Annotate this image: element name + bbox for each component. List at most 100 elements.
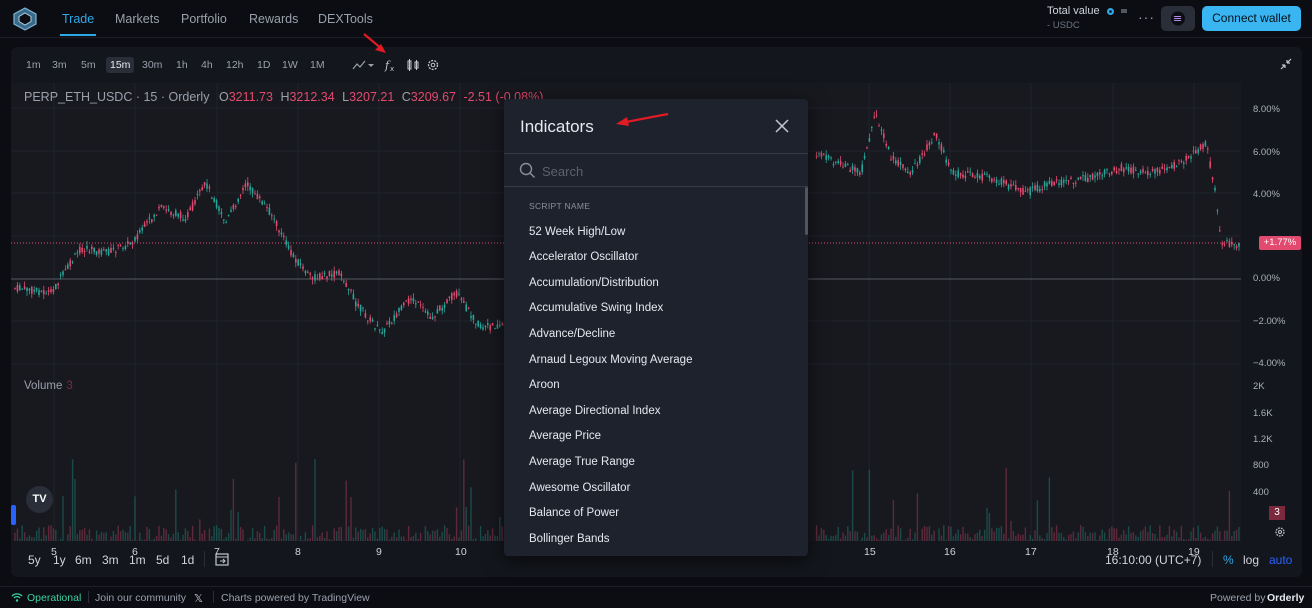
timeframe-12h[interactable]: 12h bbox=[226, 59, 244, 71]
settings-gear-icon[interactable] bbox=[425, 57, 441, 73]
candlestick-chart[interactable] bbox=[11, 83, 1241, 541]
chart-type-icon[interactable] bbox=[351, 57, 375, 73]
eye-icon[interactable] bbox=[1106, 7, 1115, 16]
volume-bar bbox=[1216, 526, 1219, 541]
swap-icon[interactable] bbox=[1120, 7, 1128, 15]
candle-body bbox=[331, 274, 333, 277]
indicator-item[interactable]: Accumulation/Distribution bbox=[529, 277, 659, 289]
range-1y[interactable]: 1y bbox=[53, 553, 66, 567]
nav-trade[interactable]: Trade bbox=[59, 12, 97, 36]
x-twitter-icon[interactable]: 𝕏 bbox=[194, 593, 203, 605]
nav-markets[interactable]: Markets bbox=[115, 12, 160, 26]
chain-selector-button[interactable] bbox=[1161, 6, 1195, 31]
collapse-icon[interactable] bbox=[1279, 57, 1293, 71]
volume-bar bbox=[1060, 533, 1063, 541]
time-axis[interactable]: 5 6 7 8 9 10 15 16 17 18 19 bbox=[11, 541, 1241, 563]
orderly-brand[interactable]: Orderly bbox=[1267, 592, 1305, 604]
timeframe-1M[interactable]: 1M bbox=[310, 59, 325, 71]
orderly-logo-icon[interactable] bbox=[12, 7, 38, 31]
timeframe-3m[interactable]: 3m bbox=[52, 59, 67, 71]
indicator-item[interactable]: Accumulative Swing Index bbox=[529, 302, 664, 314]
timeframe-4h[interactable]: 4h bbox=[201, 59, 213, 71]
volume-bar bbox=[467, 525, 470, 541]
candle-body bbox=[170, 211, 172, 215]
indicator-item[interactable]: Awesome Oscillator bbox=[529, 482, 631, 494]
volume-bar bbox=[52, 528, 55, 541]
chart-settings-icon[interactable] bbox=[1273, 525, 1287, 539]
indicator-item[interactable]: Balance of Power bbox=[529, 507, 620, 519]
nav-portfolio[interactable]: Portfolio bbox=[181, 12, 227, 26]
candle-body bbox=[1024, 190, 1027, 192]
volume-value: 3 bbox=[66, 380, 73, 392]
scrollbar[interactable] bbox=[805, 187, 808, 235]
log-toggle[interactable]: log bbox=[1243, 553, 1260, 567]
timeframe-5m[interactable]: 5m bbox=[81, 59, 96, 71]
volume-bar bbox=[475, 538, 477, 541]
timeframe-30m[interactable]: 30m bbox=[142, 59, 163, 71]
timeframe-15m[interactable]: 15m bbox=[106, 57, 135, 73]
indicator-item[interactable]: 52 Week High/Low bbox=[529, 226, 626, 238]
volume-bar bbox=[458, 537, 460, 541]
connect-wallet-button[interactable]: Connect wallet bbox=[1202, 6, 1301, 31]
volume-bar bbox=[165, 529, 167, 541]
candle-body bbox=[933, 133, 935, 136]
candle-body bbox=[429, 317, 431, 319]
timeframe-1h[interactable]: 1h bbox=[176, 59, 188, 71]
range-1d[interactable]: 1d bbox=[181, 553, 195, 567]
auto-toggle[interactable]: auto bbox=[1269, 553, 1293, 567]
indicator-item[interactable]: Aroon bbox=[529, 379, 560, 391]
range-5d[interactable]: 5d bbox=[156, 553, 170, 567]
close-icon[interactable] bbox=[774, 118, 790, 134]
nav-dextools[interactable]: DEXTools bbox=[318, 12, 373, 26]
range-3m[interactable]: 3m bbox=[102, 553, 119, 567]
range-1m[interactable]: 1m bbox=[129, 553, 146, 567]
volume-bar bbox=[119, 531, 122, 541]
indicator-search-input[interactable] bbox=[542, 161, 792, 181]
indicator-item[interactable]: Average Directional Index bbox=[529, 405, 661, 417]
indicator-item[interactable]: Bollinger Bands bbox=[529, 533, 610, 545]
volume-bar bbox=[1072, 531, 1075, 541]
tradingview-logo[interactable]: TV bbox=[26, 486, 53, 513]
candle-body bbox=[923, 154, 926, 156]
candle-body bbox=[1135, 169, 1137, 171]
range-5y[interactable]: 5y bbox=[28, 553, 41, 567]
more-menu-button[interactable]: ··· bbox=[1138, 9, 1155, 25]
powered-by-tradingview[interactable]: Charts powered by TradingView bbox=[221, 592, 370, 604]
volume-bar bbox=[1147, 532, 1149, 541]
symbol-label[interactable]: PERP_ETH_USDC · 15 · Orderly bbox=[24, 90, 210, 104]
volume-bar bbox=[847, 526, 849, 541]
candle-body bbox=[1132, 166, 1135, 174]
indicator-item[interactable]: Accelerator Oscillator bbox=[529, 251, 639, 263]
candle-body bbox=[146, 221, 148, 223]
candle-body bbox=[1183, 162, 1185, 164]
axis-label: 6.00% bbox=[1253, 147, 1280, 158]
calendar-icon[interactable] bbox=[214, 551, 230, 567]
range-6m[interactable]: 6m bbox=[75, 553, 92, 567]
volume-bar bbox=[290, 534, 292, 541]
timeframe-1W[interactable]: 1W bbox=[282, 59, 298, 71]
volume-bar bbox=[1115, 528, 1118, 541]
timeframe-1m[interactable]: 1m bbox=[26, 59, 41, 71]
candle-body bbox=[455, 291, 458, 297]
volume-bar bbox=[403, 536, 405, 541]
price-axis[interactable]: 8.00% 6.00% 4.00% 0.00% −2.00% −4.00% 2K… bbox=[1241, 83, 1302, 541]
candle-compare-icon[interactable] bbox=[405, 57, 421, 73]
volume-bar bbox=[287, 532, 290, 541]
indicator-item[interactable]: Average True Range bbox=[529, 456, 635, 468]
candle-body bbox=[887, 146, 890, 149]
indicator-item[interactable]: Advance/Decline bbox=[529, 328, 616, 340]
low-label: L bbox=[342, 90, 350, 104]
volume-bar bbox=[1197, 525, 1199, 541]
timeframe-1D[interactable]: 1D bbox=[257, 59, 271, 71]
candle-body bbox=[278, 230, 280, 233]
candle-body bbox=[959, 173, 962, 176]
nav-rewards[interactable]: Rewards bbox=[249, 12, 299, 26]
volume-bar bbox=[1178, 537, 1180, 541]
percent-toggle[interactable]: % bbox=[1223, 553, 1234, 567]
indicator-item[interactable]: Average Price bbox=[529, 430, 602, 442]
timezone-label[interactable]: 16:10:00 (UTC+7) bbox=[1105, 553, 1202, 567]
indicators-icon[interactable]: f x bbox=[383, 57, 399, 73]
indicator-item[interactable]: Arnaud Legoux Moving Average bbox=[529, 354, 693, 366]
volume-bar bbox=[40, 538, 43, 541]
scroll-handle[interactable] bbox=[11, 505, 16, 525]
